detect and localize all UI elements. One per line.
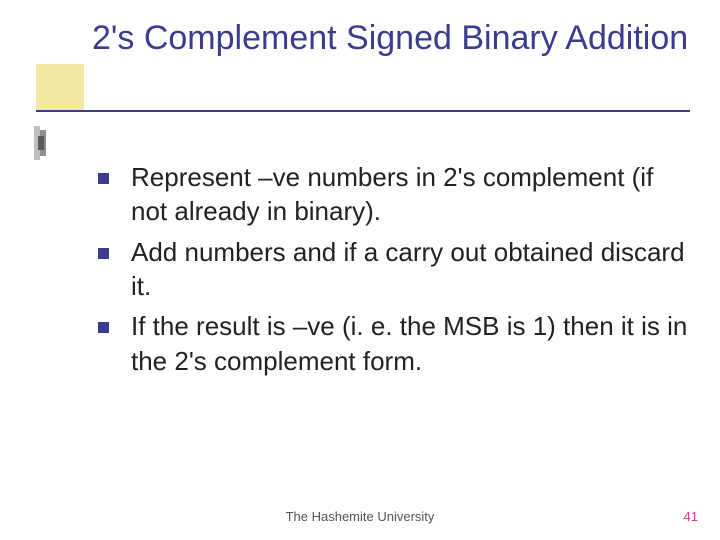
bullet-text: Represent –ve numbers in 2's complement … <box>131 160 696 229</box>
slide: 2's Complement Signed Binary Addition Re… <box>0 0 720 540</box>
page-number: 41 <box>684 509 698 524</box>
decor-bar-icon <box>34 126 48 160</box>
title-underline <box>36 110 690 112</box>
page-title: 2's Complement Signed Binary Addition <box>92 18 690 59</box>
bullet-list: Represent –ve numbers in 2's complement … <box>98 160 696 384</box>
list-item: Add numbers and if a carry out obtained … <box>98 235 696 304</box>
bullet-text: Add numbers and if a carry out obtained … <box>131 235 696 304</box>
bullet-text: If the result is –ve (i. e. the MSB is 1… <box>131 309 696 378</box>
bullet-icon <box>98 248 109 259</box>
bullet-icon <box>98 322 109 333</box>
bullet-icon <box>98 173 109 184</box>
footer-institution: The Hashemite University <box>0 509 720 524</box>
list-item: Represent –ve numbers in 2's complement … <box>98 160 696 229</box>
list-item: If the result is –ve (i. e. the MSB is 1… <box>98 309 696 378</box>
accent-box <box>36 64 84 112</box>
